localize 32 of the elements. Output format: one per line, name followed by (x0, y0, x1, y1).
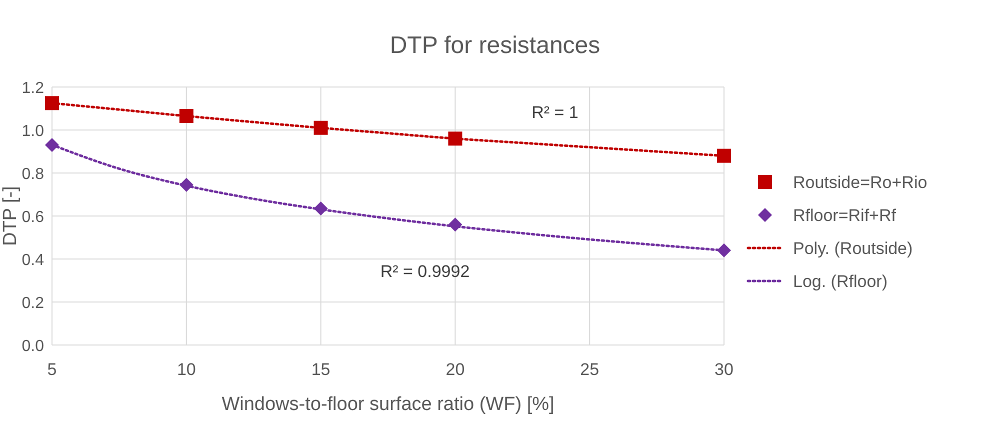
point (717, 148, 731, 163)
x-tick-label: 10 (176, 360, 196, 379)
point (45, 96, 59, 110)
y-tick-label: 1.2 (22, 80, 44, 97)
y-tick-label: 1.0 (22, 123, 44, 140)
x-tick-label: 30 (714, 360, 734, 379)
annotation: R² = 0.9992 (380, 262, 470, 281)
y-tick-label: 0.4 (22, 252, 44, 269)
y-tick-label: 0.2 (22, 295, 44, 312)
x-axis-title: Windows-to-floor surface ratio (WF) [%] (222, 394, 554, 415)
point (179, 109, 194, 124)
annotation: R² = 1 (532, 103, 578, 122)
point (179, 178, 194, 192)
x-tick-label: 25 (580, 360, 600, 379)
y-tick-label: 0.0 (22, 338, 44, 355)
point (45, 138, 59, 152)
legend-label: Routside=Ro+Rio (793, 173, 928, 192)
point (314, 120, 328, 135)
x-tick-label: 15 (311, 360, 330, 379)
legend-label: Rfloor=Rif+Rf (793, 206, 896, 225)
legend-label: Poly. (Routside) (793, 239, 913, 258)
chart-title: DTP for resistances (390, 32, 600, 59)
point (314, 201, 328, 216)
y-tick-label: 0.6 (22, 209, 44, 226)
y-tick-label: 0.8 (22, 166, 44, 183)
point (448, 132, 462, 146)
point (717, 243, 731, 258)
x-tick-label: 20 (446, 360, 465, 379)
point (448, 218, 462, 232)
legend-label: Log. (Rfloor) (793, 272, 888, 291)
x-tick-label: 5 (47, 360, 57, 379)
y-axis-title: DTP [-] (0, 186, 21, 246)
